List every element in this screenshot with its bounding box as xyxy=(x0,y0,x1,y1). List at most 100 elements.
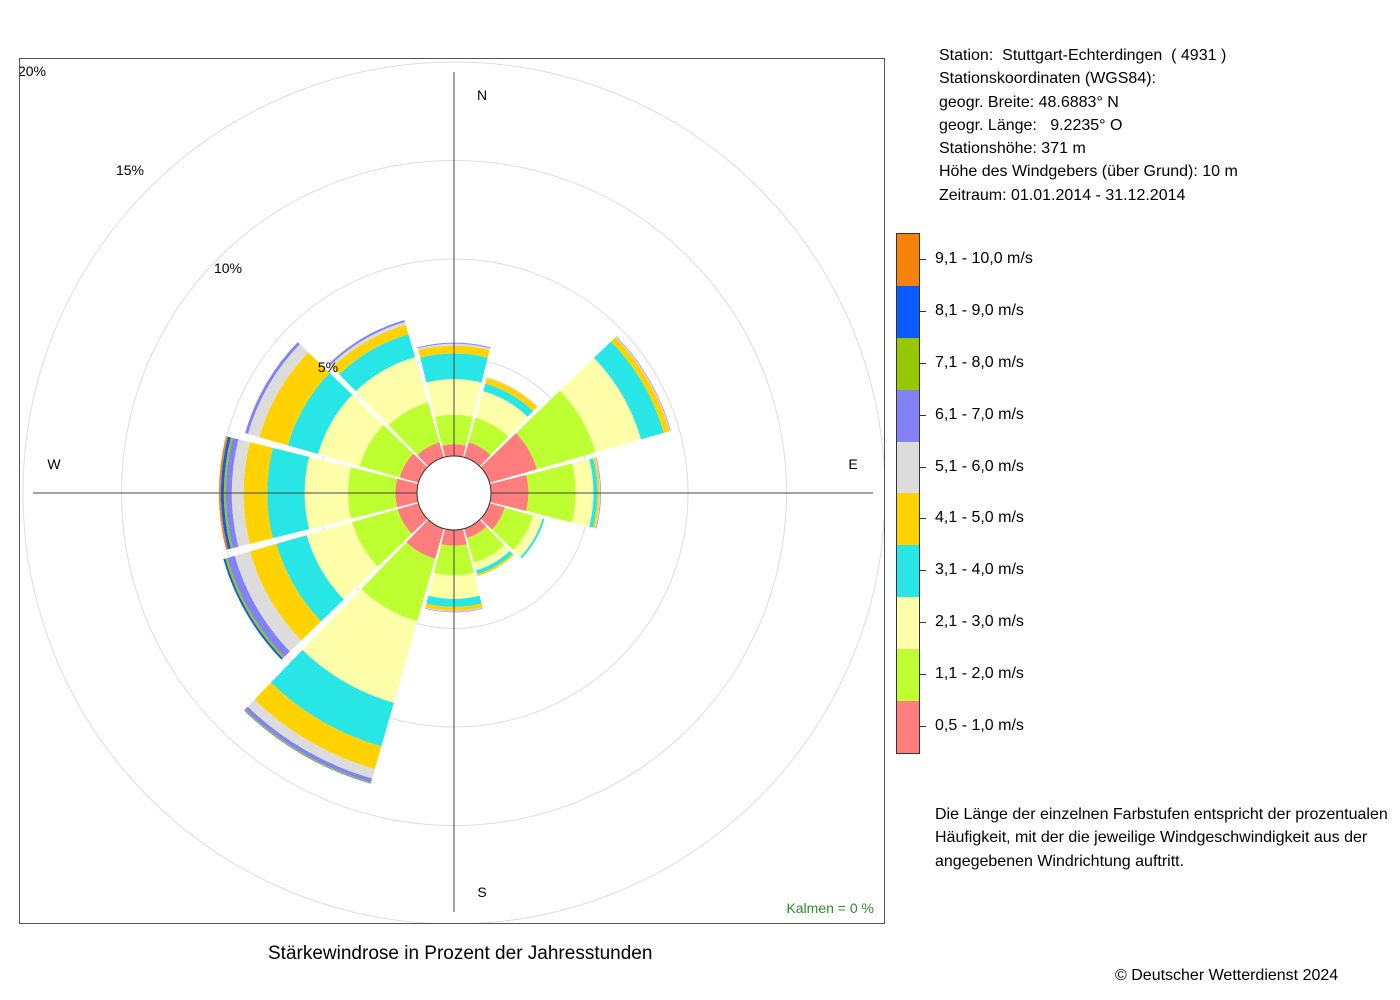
sector-210deg-bin-6 xyxy=(244,706,373,783)
sector-210deg-bin-3 xyxy=(270,649,394,747)
legend-label-2: 7,1 - 8,0 m/s xyxy=(935,353,1024,371)
sector-150deg-bin-4 xyxy=(477,553,514,576)
sector-240deg-bin-6 xyxy=(227,555,290,657)
sector-300deg-bin-4 xyxy=(259,352,330,446)
sector-180deg-bin-5 xyxy=(425,607,483,612)
sector-330deg-bin-0 xyxy=(417,442,444,467)
sector-60deg-bin-4 xyxy=(610,337,670,433)
sector-300deg-bin-5 xyxy=(248,344,309,438)
legend-tick-6 xyxy=(920,570,926,572)
legend-label-4: 5,1 - 6,0 m/s xyxy=(935,457,1024,475)
sector-330deg-bin-3 xyxy=(339,334,416,392)
legend-label-1: 8,1 - 9,0 m/s xyxy=(935,301,1024,319)
station-info: Station: Stuttgart-Echterdingen ( 4931 )… xyxy=(939,44,1238,207)
sector-0deg-bin-6 xyxy=(417,342,491,349)
sector-120deg-bin-1 xyxy=(491,507,534,551)
legend-label-7: 2,1 - 3,0 m/s xyxy=(935,613,1024,631)
ring-label-10: 10% xyxy=(214,260,242,276)
sector-300deg-bin-1 xyxy=(359,424,414,478)
copyright: © Deutscher Wetterdienst 2024 xyxy=(1115,967,1339,984)
sector-60deg-bin-2 xyxy=(559,357,642,453)
sector-30deg-bin-2 xyxy=(475,391,528,437)
sector-120deg-bin-3 xyxy=(520,518,545,559)
sector-210deg-bin-4 xyxy=(254,682,382,770)
calm-center xyxy=(416,455,492,531)
legend-label-9: 0,5 - 1,0 m/s xyxy=(935,717,1024,735)
sector-30deg-bin-0 xyxy=(464,442,491,467)
sector-150deg-bin-0 xyxy=(464,519,487,539)
sector-30deg-bin-1 xyxy=(468,417,509,456)
sector-150deg-bin-2 xyxy=(473,545,510,571)
sector-270deg-bin-7 xyxy=(223,437,233,549)
sector-300deg-bin-0 xyxy=(399,453,428,483)
sector-330deg-bin-2 xyxy=(355,357,429,426)
legend-swatch-4 xyxy=(897,441,919,494)
sector-180deg-bin-6 xyxy=(425,608,483,613)
sector-240deg-bin-5 xyxy=(234,551,302,652)
sector-0deg-bin-5 xyxy=(417,343,491,351)
sector-90deg-bin-5 xyxy=(595,457,601,529)
legend-color-bar xyxy=(896,233,920,754)
sector-300deg-bin-6 xyxy=(245,342,300,434)
sector-120deg-bin-2 xyxy=(513,515,543,558)
legend-swatch-2 xyxy=(897,337,919,390)
sector-150deg-bin-3 xyxy=(476,550,513,575)
sector-270deg-bin-8 xyxy=(220,436,231,550)
station-coords-heading: Stationskoordinaten (WGS84): xyxy=(939,70,1156,88)
sector-60deg-bin-0 xyxy=(480,433,537,483)
calm-label: Kalmen = 0 % xyxy=(786,900,874,916)
legend-swatch-0 xyxy=(897,234,919,286)
legend-tick-5 xyxy=(920,518,926,520)
legend-tick-8 xyxy=(920,674,926,676)
sector-30deg-bin-4 xyxy=(485,377,538,412)
ring-label-20: 20% xyxy=(20,63,46,79)
legend-tick-1 xyxy=(920,310,926,312)
sector-120deg-bin-0 xyxy=(480,503,505,530)
sector-210deg-bin-1 xyxy=(361,542,436,622)
legend-label-5: 4,1 - 5,0 m/s xyxy=(935,509,1024,527)
sector-330deg-bin-5 xyxy=(330,322,406,368)
legend-tick-0 xyxy=(920,258,926,260)
chart-title: Stärkewindrose in Prozent der Jahresstun… xyxy=(268,943,653,964)
wind-rose-plot: 5% 10% 15% 20% N E S W Kalmen = 0 % xyxy=(19,58,885,924)
grid-ring-20 xyxy=(22,61,884,923)
sector-210deg-bin-2 xyxy=(302,589,418,703)
legend-tick-4 xyxy=(920,466,926,468)
sector-240deg-bin-3 xyxy=(276,535,344,622)
sector-330deg-bin-4 xyxy=(332,324,409,375)
sector-300deg-bin-3 xyxy=(287,372,353,455)
sector-210deg-bin-5 xyxy=(247,699,375,779)
legend-label-8: 1,1 - 2,0 m/s xyxy=(935,665,1024,683)
legend-swatch-1 xyxy=(897,285,919,338)
wind-sectors xyxy=(219,320,671,784)
compass-south: S xyxy=(477,884,486,900)
sector-240deg-bin-2 xyxy=(306,522,378,600)
ring-label-5: 5% xyxy=(318,359,338,375)
anemometer-height: Höhe des Windgebers (über Grund): 10 m xyxy=(939,163,1238,181)
station-longitude: geogr. Länge: 9.2235° O xyxy=(939,116,1123,134)
sector-270deg-bin-6 xyxy=(225,437,239,549)
legend-swatch-8 xyxy=(897,649,919,702)
legend-swatch-5 xyxy=(897,493,919,546)
legend-swatch-7 xyxy=(897,597,919,650)
ring-label-15: 15% xyxy=(116,162,144,178)
sector-330deg-bin-1 xyxy=(388,402,440,456)
sector-60deg-bin-3 xyxy=(593,341,664,440)
ring-labels: 5% 10% 15% 20% xyxy=(20,63,338,375)
sector-300deg-bin-2 xyxy=(318,394,384,466)
legend-swatch-9 xyxy=(897,701,919,753)
sector-90deg-bin-4 xyxy=(593,457,600,529)
legend-label-0: 9,1 - 10,0 m/s xyxy=(935,249,1033,267)
station-name: Station: Stuttgart-Echterdingen ( 4931 ) xyxy=(939,47,1227,64)
sector-150deg-bin-1 xyxy=(466,526,505,563)
explanation-note: Die Länge der einzelnen Farbstufen entsp… xyxy=(935,806,1388,870)
time-period: Zeitraum: 01.01.2014 - 31.12.2014 xyxy=(939,186,1186,204)
legend-label-6: 3,1 - 4,0 m/s xyxy=(935,561,1024,579)
legend-tick-2 xyxy=(920,362,926,364)
legend-tick-9 xyxy=(920,726,926,728)
compass-west: W xyxy=(47,456,61,472)
legend-swatch-3 xyxy=(897,389,919,442)
compass-north: N xyxy=(477,87,487,103)
legend-tick-3 xyxy=(920,414,926,416)
sector-270deg-bin-9 xyxy=(219,436,228,550)
